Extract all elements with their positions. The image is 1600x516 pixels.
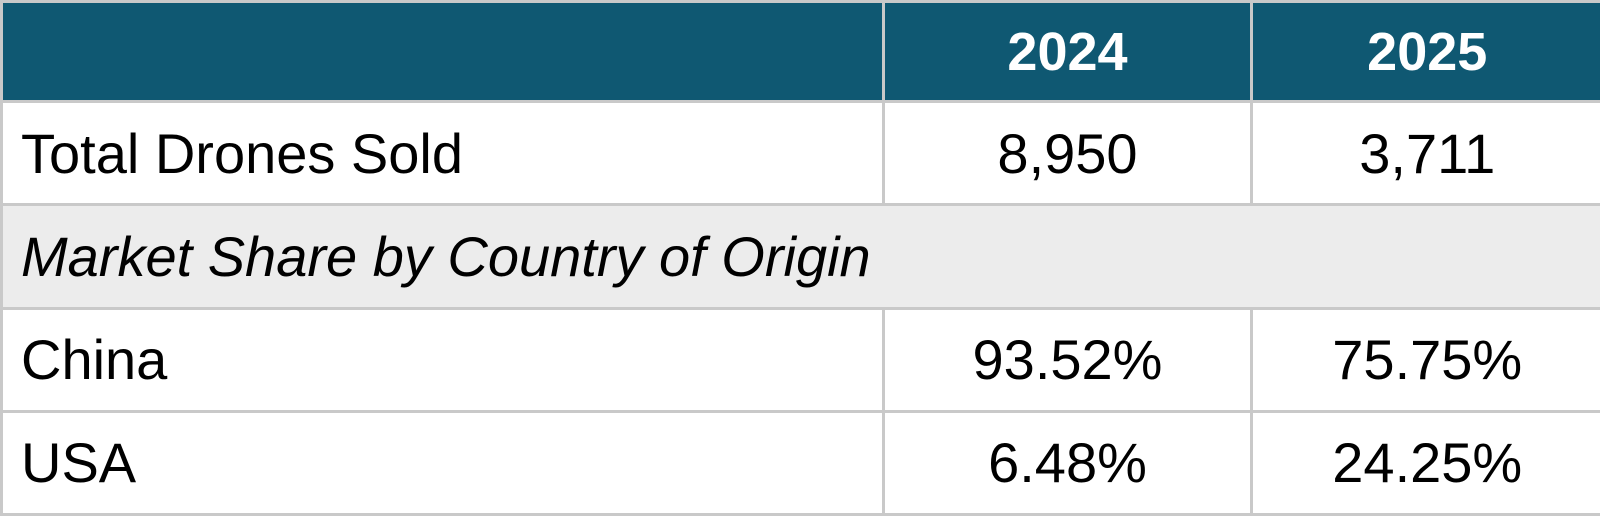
- row-label-usa: USA: [0, 409, 885, 516]
- china-2025-value: 75.75%: [1250, 306, 1600, 413]
- row-label-china: China: [0, 306, 885, 413]
- table-row-china: China 93.52% 75.75%: [0, 306, 1600, 413]
- section-label-market-share: Market Share by Country of Origin: [0, 203, 1600, 310]
- table-row-total-drones-sold: Total Drones Sold 8,950 3,711: [0, 99, 1600, 207]
- header-row: 2024 2025: [0, 0, 1600, 103]
- row-label-total-drones-sold: Total Drones Sold: [0, 99, 885, 207]
- header-cell-2025: 2025: [1250, 0, 1600, 103]
- china-2024-value: 93.52%: [882, 306, 1253, 413]
- total-drones-sold-2025-value: 3,711: [1250, 99, 1600, 207]
- header-cell-2024: 2024: [882, 0, 1253, 103]
- section-row-market-share: Market Share by Country of Origin: [0, 203, 1600, 310]
- header-cell-blank: [0, 0, 885, 103]
- usa-2024-value: 6.48%: [882, 409, 1253, 516]
- usa-2025-value: 24.25%: [1250, 409, 1600, 516]
- total-drones-sold-2024-value: 8,950: [882, 99, 1253, 207]
- table-row-usa: USA 6.48% 24.25%: [0, 409, 1600, 516]
